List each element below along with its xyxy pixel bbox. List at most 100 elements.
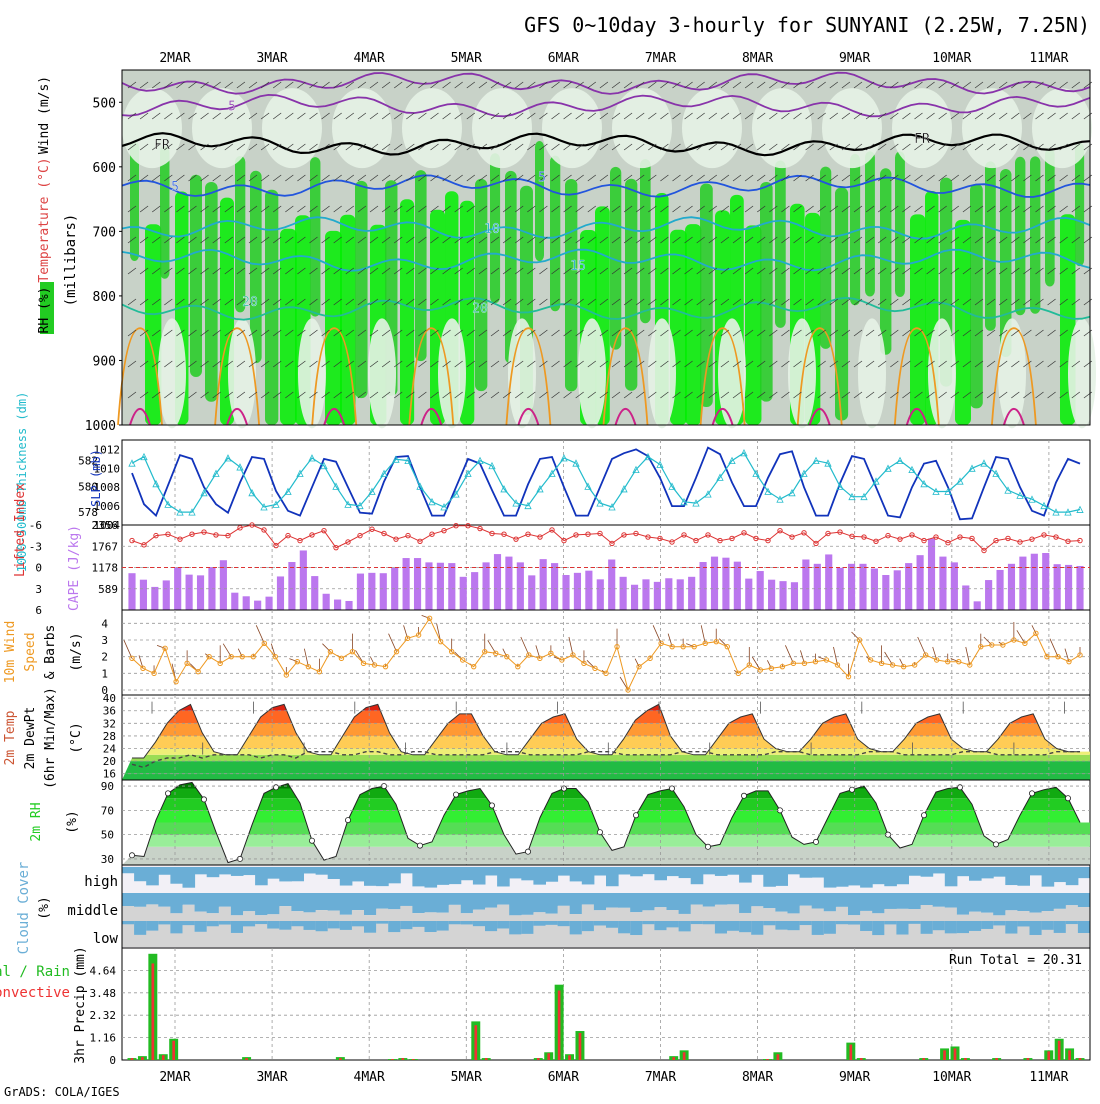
wind-barb [1047,329,1056,337]
wind-barb [176,205,185,213]
cloud-high-cover [1041,867,1055,887]
lifted-index-marker [261,527,267,533]
cloud-middle-cover [1077,893,1091,908]
wind-barb [877,298,887,306]
wind-barb [466,143,476,151]
wind-barb [212,81,221,89]
wind10-marker [735,670,741,677]
wind-barb [890,298,899,306]
cape-bar [768,579,776,610]
cloud-middle-gap [424,912,438,921]
wind-barb [563,205,572,213]
cloud-middle-gap [436,912,450,921]
thickness-marker [1004,486,1012,494]
cloud-high-cover [545,867,559,882]
temp2m-units-label: (°C) [69,722,84,753]
isotherm-25 [796,327,843,426]
thickness-marker [152,479,160,488]
wind-barb [684,112,693,120]
wind-barb [442,391,451,399]
wind-barb [200,298,209,306]
cloud-middle-cover [787,893,801,914]
cloud-level-low: low [93,931,119,947]
wind-barb [611,391,621,399]
wind-barb [1059,267,1068,275]
isotherm-minus10 [121,71,1091,95]
temp2m-band-base [122,773,1090,780]
wind10-marker [757,667,764,673]
wind-barb [696,298,705,306]
wind-barb [853,143,863,151]
wind-barb [539,81,548,89]
cloud-middle-gap [364,915,377,921]
wind-barb [478,174,488,182]
cloud-middle-cover [412,893,425,914]
wind-barb [1071,391,1081,399]
lifted-index-marker [729,535,735,542]
cape-bar [882,575,890,610]
cloud-low-cover [170,921,183,934]
wind-barb [321,112,330,120]
wind-barb [502,236,512,244]
wind-barb [381,143,391,151]
wind-barb [393,236,403,244]
wind-barb [756,329,766,337]
wind10-barb [586,660,596,669]
wind-barb [176,391,185,399]
wind-barb [805,267,814,275]
wind-barb [236,236,246,244]
wind-barb [357,329,367,337]
thickness-marker [1040,501,1048,510]
wind-barb [527,298,536,306]
pressure-tick-label: 600 [93,161,116,176]
cape-bar [516,562,524,610]
wind-barb [333,81,342,89]
wind-barb [732,143,742,151]
wind10-barb [652,625,662,644]
lifted-index-marker [513,536,519,542]
wind10-barb [818,656,827,661]
wind-barb [744,174,754,182]
cape-bar [379,573,387,610]
cloud-high-cover [388,867,401,884]
wind-barb [660,205,669,213]
wind-barb [902,81,911,89]
cloud-high-cover [255,867,268,886]
cloud-low-bg [376,921,389,947]
wind-barb [575,391,584,399]
wind10-barb [303,648,309,667]
rh2m-marker [452,791,459,798]
cloud-middle-cover [944,893,958,908]
lifted-index-marker [813,540,819,547]
wind-barb [502,267,512,275]
wind10-barb [851,631,860,641]
rh-moist-column [865,151,875,297]
cape-bar [893,570,901,610]
wind-barb [998,143,1008,151]
wind-barb [406,112,415,120]
wind10-barb [766,660,772,669]
date-tick-label-bottom: 11MAR [1029,1070,1068,1085]
wind-barb [575,112,584,120]
cloud-low-bg [472,921,486,947]
cape-bar [356,573,365,610]
wind-barb [1071,236,1081,244]
cloud-low-cover [920,921,934,934]
rh2m-marker [344,817,351,824]
wind-barb [369,205,379,213]
cape-bar [1053,564,1061,610]
cloud-low-cover [497,921,510,929]
wind-barb [708,143,718,151]
wind-barb [756,267,766,275]
cloud-middle-cover [267,893,280,915]
rh-moist-column [1000,168,1012,358]
cloud-high-cover [811,867,825,878]
wind-barb [563,236,572,244]
wind-barb [357,360,367,368]
cloud-low-cover [835,921,849,925]
wind10-marker [537,655,543,662]
cloud-middle-cover [981,893,994,913]
wind10-marker [195,668,201,675]
cloud-middle-cover [751,893,764,907]
